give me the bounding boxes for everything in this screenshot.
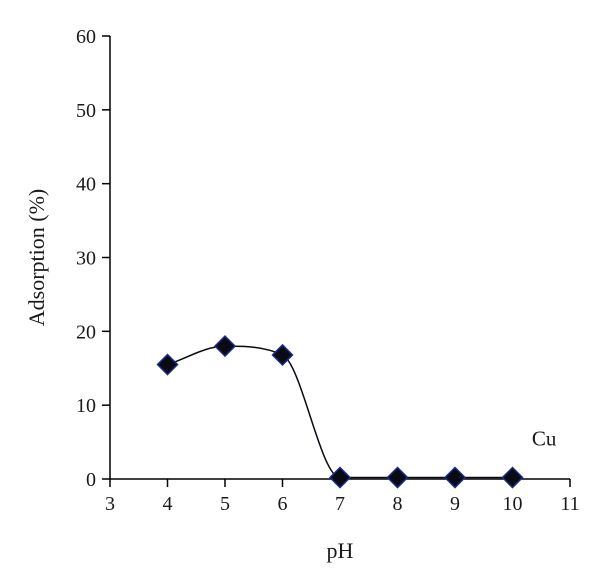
x-tick-group: 3 4 5 6 7 8 9 10 11 — [105, 479, 580, 515]
data-point-marker — [213, 335, 237, 358]
data-point-marker — [271, 343, 294, 367]
y-tick-label: 40 — [76, 174, 96, 196]
data-point-marker — [501, 466, 524, 489]
data-point-marker — [328, 466, 352, 489]
series-curve — [167, 345, 513, 479]
x-tick-label: 4 — [163, 493, 173, 515]
x-tick-label: 7 — [335, 493, 345, 515]
data-point-marker — [443, 466, 467, 489]
x-tick-label: 8 — [393, 493, 403, 515]
x-tick-label: 11 — [560, 493, 579, 515]
y-axis-label: Adsorption (%) — [24, 189, 49, 326]
x-axis-label: pH — [327, 538, 354, 563]
y-tick-label: 0 — [86, 469, 96, 491]
x-tick-label: 9 — [450, 493, 460, 515]
y-tick-label: 30 — [76, 248, 96, 270]
x-tick-label: 3 — [105, 493, 115, 515]
series-annotation-cu: Cu — [532, 426, 557, 450]
series-markers — [156, 335, 524, 489]
y-tick-label: 60 — [76, 26, 96, 48]
x-tick-label: 5 — [220, 493, 230, 515]
y-tick-label: 10 — [76, 395, 96, 417]
data-point-marker — [156, 353, 179, 376]
data-point-marker — [386, 466, 409, 489]
y-tick-label: 20 — [76, 321, 96, 343]
x-tick-label: 10 — [503, 493, 523, 515]
y-tick-label: 50 — [76, 100, 96, 122]
y-tick-group: 0 10 20 30 40 50 60 — [76, 26, 110, 491]
x-tick-label: 6 — [278, 493, 288, 515]
